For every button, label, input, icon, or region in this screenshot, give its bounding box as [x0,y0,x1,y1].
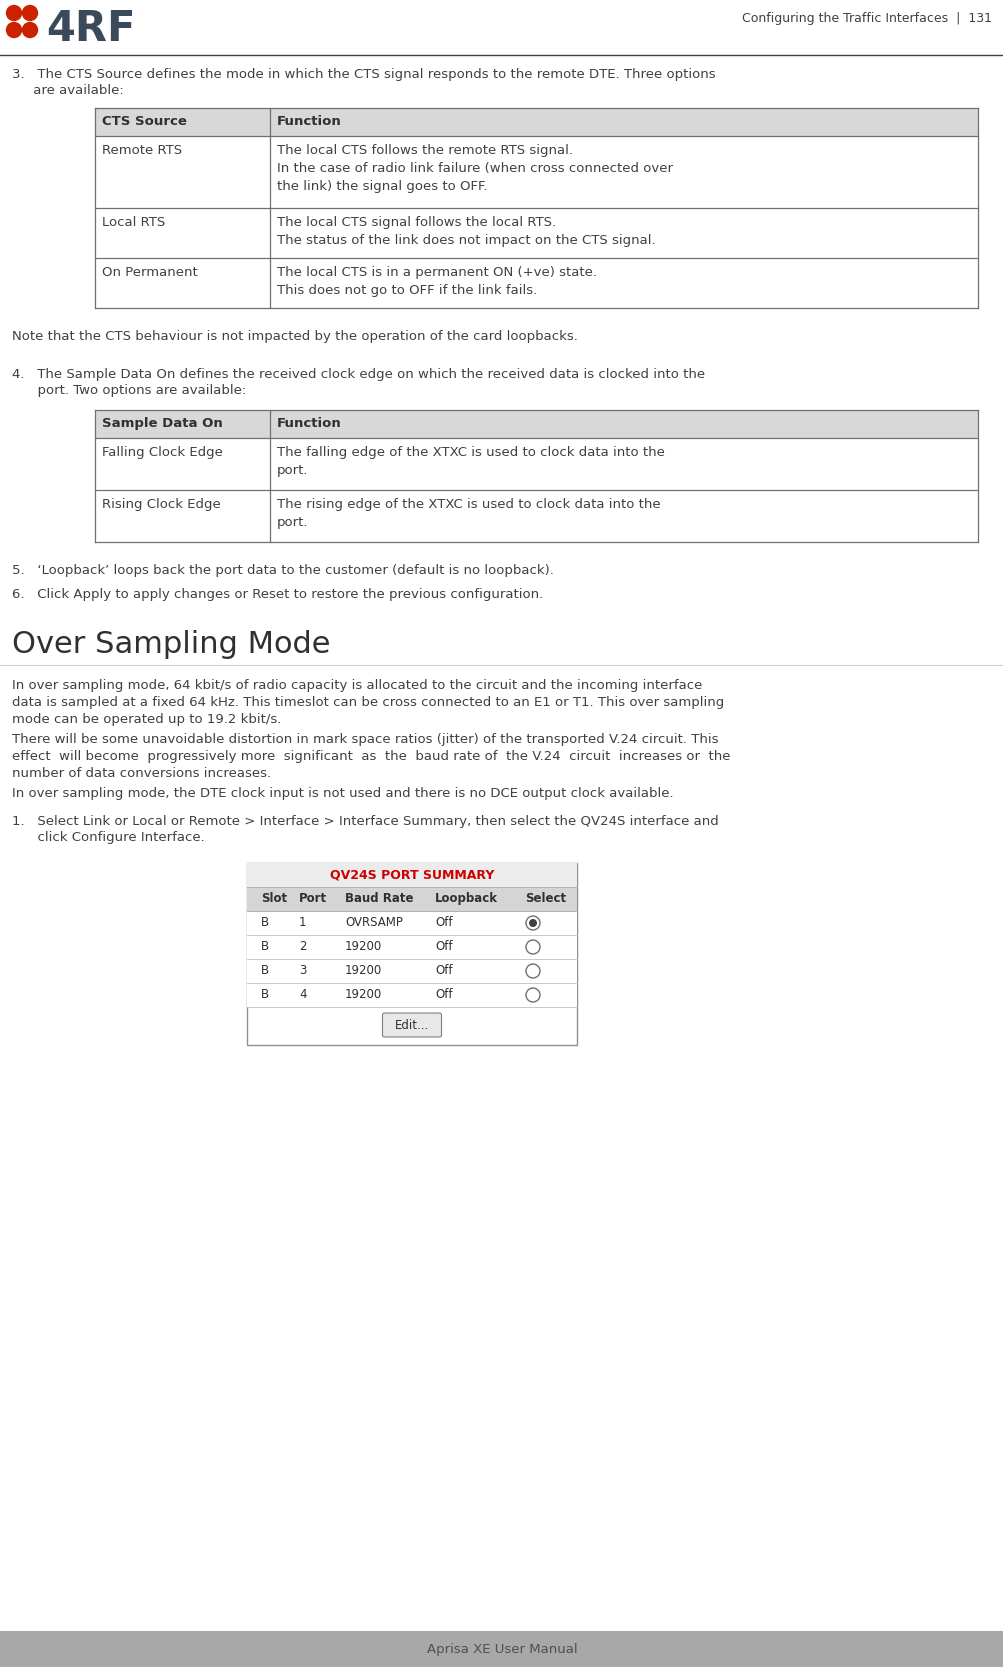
Text: The local CTS is in a permanent ON (+ve) state.
This does not go to OFF if the l: The local CTS is in a permanent ON (+ve)… [277,267,597,297]
Circle shape [526,989,540,1002]
Circle shape [22,22,37,37]
Text: Loopback: Loopback [434,892,497,905]
Text: 4RF: 4RF [46,8,135,50]
Bar [247,864,577,1045]
Text: 1: 1 [299,915,306,929]
Text: The falling edge of the XTXC is used to clock data into the
port.: The falling edge of the XTXC is used to … [277,447,664,477]
Text: B: B [261,915,269,929]
Circle shape [526,964,540,979]
Text: B: B [261,989,269,1000]
Text: 6.   Click Apply to apply changes or Reset to restore the previous configuration: 6. Click Apply to apply changes or Reset… [12,588,543,602]
Circle shape [526,940,540,954]
Bar [247,935,577,959]
Circle shape [526,915,540,930]
Text: 3: 3 [299,964,306,977]
Text: In over sampling mode, the DTE clock input is not used and there is no DCE outpu: In over sampling mode, the DTE clock inp… [12,787,673,800]
Text: 1.   Select Link or Local or Remote > Interface > Interface Summary, then select: 1. Select Link or Local or Remote > Inte… [12,815,718,828]
Bar [247,959,577,984]
Circle shape [6,5,21,20]
Text: Sample Data On: Sample Data On [102,417,223,430]
Text: Function: Function [277,115,341,128]
Bar [95,108,977,137]
Text: There will be some unavoidable distortion in mark space ratios (jitter) of the t: There will be some unavoidable distortio… [12,733,730,780]
Text: 4: 4 [299,989,306,1000]
Text: QV24S PORT SUMMARY: QV24S PORT SUMMARY [329,869,493,880]
Text: Rising Clock Edge: Rising Clock Edge [102,498,221,512]
Bar [247,984,577,1007]
Text: OVRSAMP: OVRSAMP [345,915,402,929]
Text: Port: Port [299,892,327,905]
Bar [247,864,577,887]
Text: The local CTS follows the remote RTS signal.
In the case of radio link failure (: The local CTS follows the remote RTS sig… [277,143,672,193]
Text: Off: Off [434,964,452,977]
Text: Falling Clock Edge: Falling Clock Edge [102,447,223,458]
Text: 19200: 19200 [345,964,382,977]
Text: 3.   The CTS Source defines the mode in which the CTS signal responds to the rem: 3. The CTS Source defines the mode in wh… [12,68,715,82]
Text: Select: Select [525,892,566,905]
Text: Note that the CTS behaviour is not impacted by the operation of the card loopbac: Note that the CTS behaviour is not impac… [12,330,578,343]
Text: Configuring the Traffic Interfaces  |  131: Configuring the Traffic Interfaces | 131 [741,12,991,25]
Text: Remote RTS: Remote RTS [102,143,182,157]
FancyBboxPatch shape [382,1014,441,1037]
Text: The rising edge of the XTXC is used to clock data into the
port.: The rising edge of the XTXC is used to c… [277,498,660,528]
Circle shape [529,919,537,927]
Text: Aprisa XE User Manual: Aprisa XE User Manual [426,1642,577,1655]
Text: 2: 2 [299,940,306,954]
Text: B: B [261,964,269,977]
Text: 5.   ‘Loopback’ loops back the port data to the customer (default is no loopback: 5. ‘Loopback’ loops back the port data t… [12,563,554,577]
Text: CTS Source: CTS Source [102,115,187,128]
Text: Local RTS: Local RTS [102,217,165,228]
Text: 19200: 19200 [345,989,382,1000]
Text: Off: Off [434,915,452,929]
Bar [247,910,577,935]
Text: In over sampling mode, 64 kbit/s of radio capacity is allocated to the circuit a: In over sampling mode, 64 kbit/s of radi… [12,678,723,727]
Circle shape [22,5,37,20]
Bar [95,410,977,438]
Text: Function: Function [277,417,341,430]
Text: On Permanent: On Permanent [102,267,198,278]
Text: click Configure Interface.: click Configure Interface. [12,832,205,844]
Text: Off: Off [434,989,452,1000]
Text: Slot: Slot [261,892,287,905]
Text: The local CTS signal follows the local RTS.
The status of the link does not impa: The local CTS signal follows the local R… [277,217,655,247]
Text: are available:: are available: [12,83,123,97]
Text: Baud Rate: Baud Rate [345,892,413,905]
Bar [0,1630,1003,1667]
Text: 4.   The Sample Data On defines the received clock edge on which the received da: 4. The Sample Data On defines the receiv… [12,368,704,382]
Text: B: B [261,940,269,954]
Text: Edit...: Edit... [394,1019,428,1032]
Text: Over Sampling Mode: Over Sampling Mode [12,630,330,658]
Circle shape [6,22,21,37]
Text: port. Two options are available:: port. Two options are available: [12,383,246,397]
Bar [247,887,577,910]
Text: Off: Off [434,940,452,954]
Text: 19200: 19200 [345,940,382,954]
